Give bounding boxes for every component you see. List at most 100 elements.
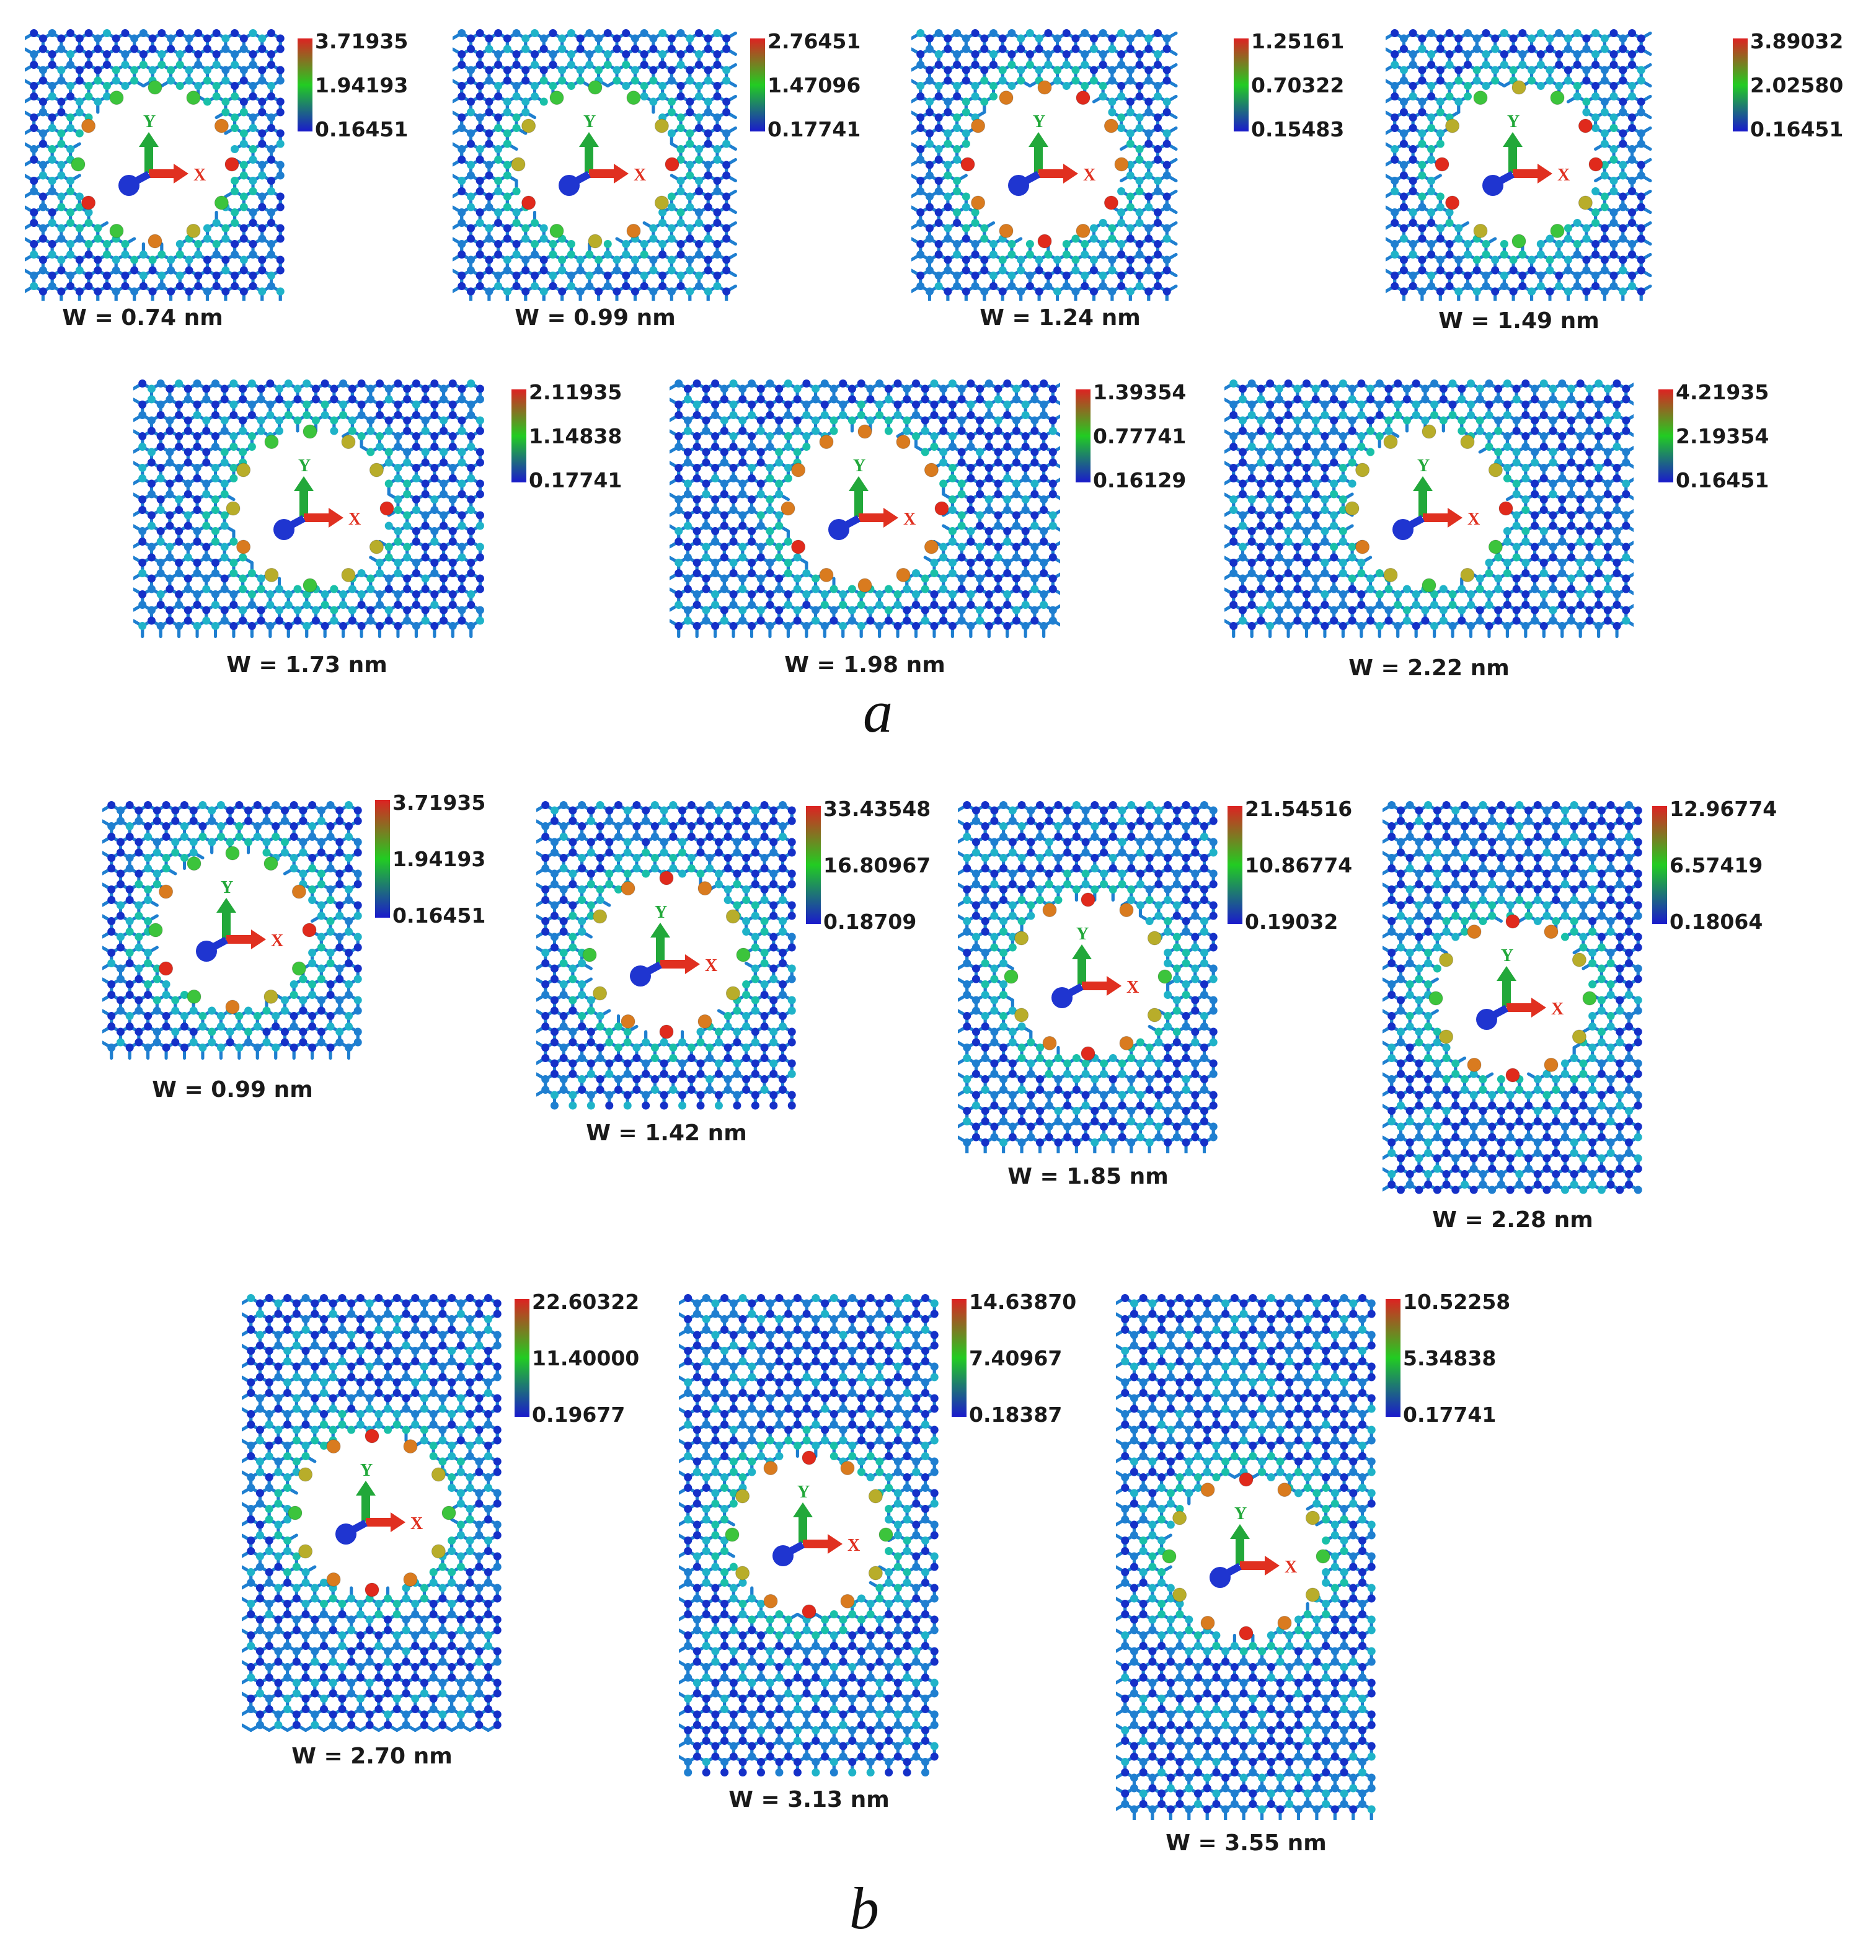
y-axis-label: Y: [1417, 456, 1430, 476]
y-axis-label: Y: [221, 878, 233, 897]
colorbar-min-label: 0.15483: [1251, 119, 1344, 140]
axes-triad-icon: [828, 476, 898, 540]
section-a-label: a: [863, 682, 893, 742]
colorbar-mid-label: 2.19354: [1676, 426, 1769, 446]
axes-triad-icon: [1392, 476, 1462, 540]
colorbar-mid-label: 7.40967: [969, 1348, 1062, 1368]
colorbar: [952, 1299, 967, 1417]
graphene-lattice: XY: [1116, 1294, 1376, 1820]
pore-width-label: W = 2.70 nm: [291, 1745, 453, 1768]
colorbar-max-label: 4.21935: [1676, 382, 1769, 402]
colorbar-max-label: 2.11935: [529, 382, 622, 402]
axes-triad-icon: [1476, 966, 1546, 1030]
colorbar-min-label: 0.19032: [1245, 911, 1338, 932]
colorbar: [1658, 389, 1673, 482]
colorbar: [1652, 806, 1667, 924]
colorbar-mid-label: 0.70322: [1251, 75, 1344, 95]
axes-triad-icon: [1008, 132, 1078, 196]
graphene-lattice: XY: [1383, 801, 1642, 1194]
axes-triad-icon: [1051, 944, 1122, 1008]
colorbar-mid-label: 1.47096: [768, 75, 861, 95]
pore-width-label: W = 1.73 nm: [226, 654, 387, 676]
colorbar-mid-label: 10.86774: [1245, 855, 1352, 876]
graphene-lattice: XY: [536, 801, 796, 1110]
x-axis-label: X: [634, 166, 646, 185]
colorbar: [1733, 38, 1748, 131]
graphene-lattice: XY: [1224, 379, 1634, 638]
y-axis-label: Y: [1501, 946, 1513, 965]
axes-triad-icon: [196, 898, 266, 962]
x-axis-label: X: [1467, 510, 1480, 529]
graphene-lattice: XY: [242, 1294, 502, 1732]
pore-width-label: W = 0.74 nm: [62, 307, 223, 329]
y-axis-label: Y: [143, 112, 156, 131]
x-axis-label: X: [1126, 978, 1139, 997]
colorbar-max-label: 1.39354: [1093, 382, 1186, 402]
axes-triad-icon: [559, 132, 629, 196]
colorbar-max-label: 1.25161: [1251, 31, 1344, 51]
x-axis-label: X: [193, 166, 206, 185]
colorbar-max-label: 21.54516: [1245, 799, 1352, 819]
colorbar-max-label: 2.76451: [768, 31, 861, 51]
colorbar-max-label: 3.71935: [392, 792, 485, 813]
colorbar-mid-label: 11.40000: [532, 1348, 639, 1368]
x-axis-label: X: [410, 1514, 423, 1533]
pore-width-label: W = 1.24 nm: [980, 307, 1141, 329]
colorbar-max-label: 33.43548: [823, 799, 931, 819]
y-axis-label: Y: [1507, 112, 1520, 131]
axes-triad-icon: [630, 923, 700, 987]
axes-triad-icon: [273, 476, 343, 540]
y-axis-label: Y: [797, 1483, 810, 1502]
colorbar-min-label: 0.16451: [1750, 119, 1843, 140]
colorbar-min-label: 0.18709: [823, 911, 916, 932]
graphene-lattice: XY: [670, 379, 1060, 638]
y-axis-label: Y: [583, 112, 596, 131]
x-axis-label: X: [1083, 166, 1095, 185]
x-axis-label: X: [903, 510, 916, 529]
colorbar-mid-label: 16.80967: [823, 855, 931, 876]
graphene-lattice: XY: [958, 801, 1218, 1153]
x-axis-label: X: [1551, 1000, 1564, 1019]
axes-triad-icon: [335, 1481, 405, 1545]
colorbar: [1228, 806, 1242, 924]
y-axis-label: Y: [1033, 112, 1045, 131]
colorbar-min-label: 0.19677: [532, 1404, 625, 1425]
axes-triad-icon: [118, 132, 188, 196]
section-b-label: b: [849, 1879, 879, 1938]
pore-width-label: W = 0.99 nm: [152, 1079, 313, 1101]
graphene-lattice: XY: [133, 379, 484, 638]
y-axis-label: Y: [298, 456, 311, 476]
y-axis-label: Y: [1076, 925, 1089, 944]
graphene-lattice: XY: [25, 29, 285, 301]
x-axis-label: X: [705, 956, 717, 975]
graphene-lattice: XY: [453, 29, 737, 301]
x-axis-label: X: [1285, 1558, 1297, 1577]
colorbar: [375, 800, 390, 918]
pore-width-label: W = 0.99 nm: [515, 307, 676, 329]
colorbar-min-label: 0.16451: [392, 905, 485, 926]
graphene-lattice: XY: [1386, 29, 1652, 301]
x-axis-label: X: [271, 931, 283, 951]
colorbar-min-label: 0.17741: [1403, 1404, 1496, 1425]
colorbar-min-label: 0.18064: [1670, 911, 1763, 932]
pore-width-label: W = 1.85 nm: [1007, 1166, 1169, 1188]
graphene-lattice: XY: [911, 29, 1178, 301]
y-axis-label: Y: [360, 1461, 373, 1480]
colorbar-max-label: 3.71935: [315, 31, 408, 51]
colorbar: [511, 389, 526, 482]
pore-width-label: W = 2.22 nm: [1348, 657, 1510, 680]
colorbar-mid-label: 2.02580: [1750, 75, 1843, 95]
colorbar: [806, 806, 821, 924]
colorbar-max-label: 10.52258: [1403, 1292, 1510, 1312]
colorbar: [298, 38, 312, 131]
colorbar: [1076, 389, 1091, 482]
colorbar-min-label: 0.16451: [315, 119, 408, 140]
graphene-lattice: XY: [102, 801, 362, 1060]
pore-width-label: W = 1.49 nm: [1438, 310, 1599, 332]
colorbar-mid-label: 1.14838: [529, 426, 622, 446]
colorbar-min-label: 0.17741: [768, 119, 861, 140]
pore-width-label: W = 3.13 nm: [728, 1789, 890, 1811]
axes-triad-icon: [1210, 1524, 1280, 1588]
graphene-lattice: XY: [679, 1294, 939, 1776]
axes-triad-icon: [1482, 132, 1552, 196]
